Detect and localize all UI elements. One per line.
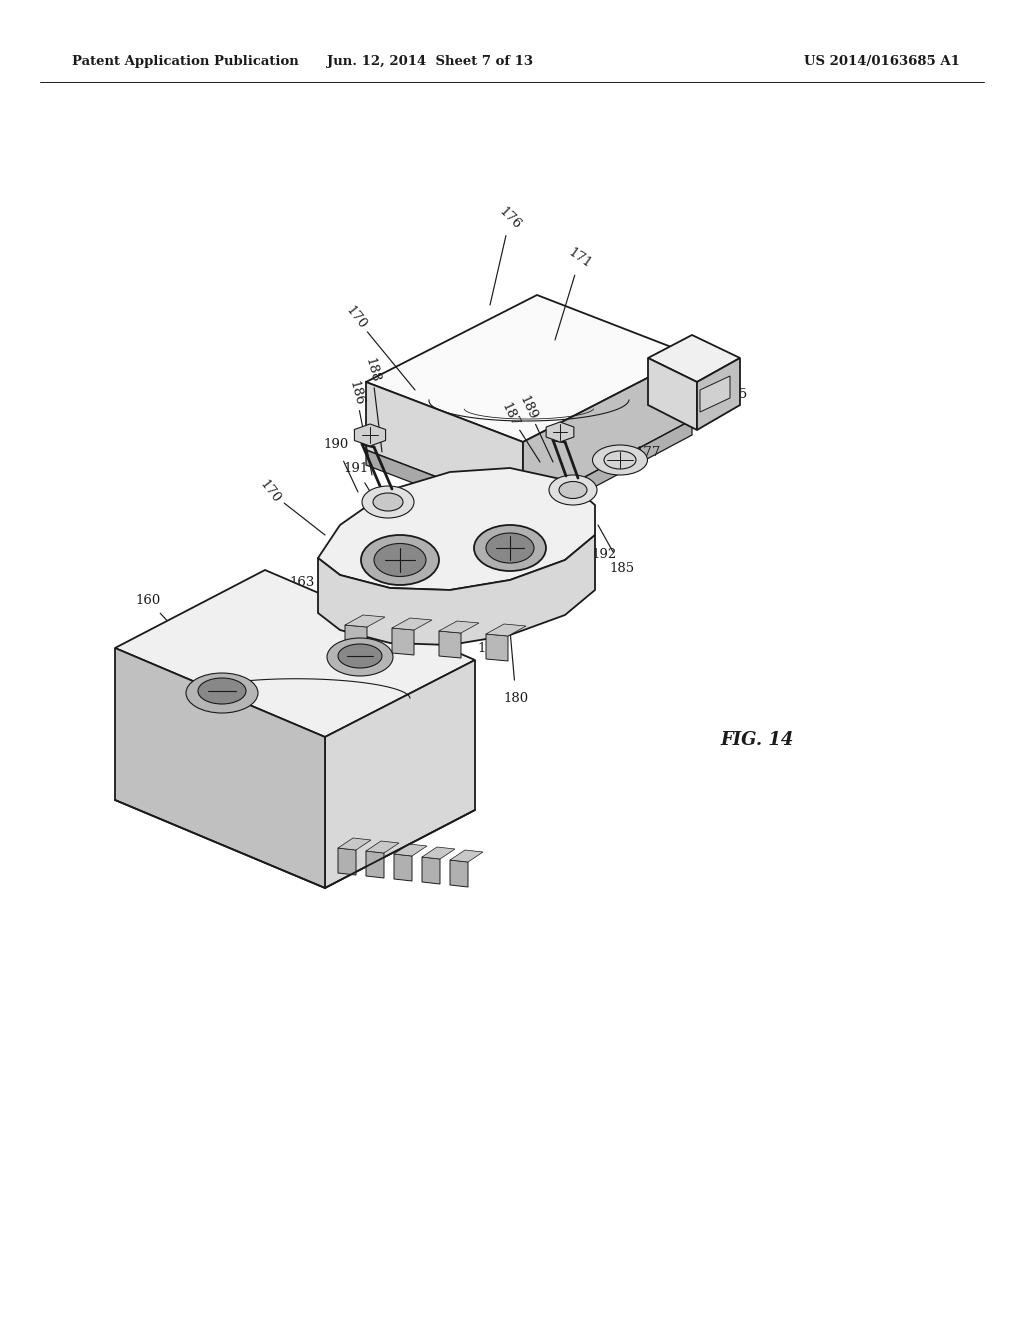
Text: FIG. 14: FIG. 14 [720,731,794,748]
Polygon shape [366,851,384,878]
Text: 186: 186 [525,544,551,557]
Polygon shape [115,648,325,888]
Text: 189: 189 [517,393,540,422]
Polygon shape [450,850,483,862]
Polygon shape [422,847,455,859]
Ellipse shape [559,482,587,499]
Polygon shape [318,535,595,645]
Text: 192: 192 [592,549,616,561]
Polygon shape [366,841,399,853]
Polygon shape [366,294,692,442]
Polygon shape [366,450,523,525]
Ellipse shape [474,525,546,572]
Text: 181: 181 [477,642,503,655]
Text: 185: 185 [609,561,635,574]
Polygon shape [318,469,595,590]
Ellipse shape [593,445,647,475]
Text: 176: 176 [497,205,523,231]
Polygon shape [523,420,692,525]
Polygon shape [422,857,440,884]
Ellipse shape [374,544,426,577]
Ellipse shape [373,492,403,511]
Polygon shape [345,624,367,652]
Polygon shape [325,660,475,888]
Polygon shape [648,358,697,430]
Text: 186: 186 [346,379,366,407]
Text: 191: 191 [343,462,369,474]
Ellipse shape [186,673,258,713]
Ellipse shape [486,533,534,564]
Ellipse shape [338,644,382,668]
Text: 175: 175 [722,388,748,401]
Polygon shape [450,861,468,887]
Polygon shape [345,615,385,627]
Text: 188: 188 [362,356,382,384]
Text: 171: 171 [566,246,594,271]
Polygon shape [115,570,475,737]
Ellipse shape [604,451,636,469]
Text: US 2014/0163685 A1: US 2014/0163685 A1 [804,55,961,69]
Text: 190: 190 [324,438,348,451]
Polygon shape [392,618,432,630]
Text: 183: 183 [427,722,453,734]
Polygon shape [338,847,356,875]
Polygon shape [366,381,523,510]
Text: 170: 170 [257,478,283,506]
Polygon shape [338,838,371,850]
Polygon shape [439,620,479,634]
Polygon shape [546,422,573,442]
Text: 180: 180 [504,692,528,705]
Ellipse shape [198,678,246,704]
Polygon shape [394,843,427,855]
Polygon shape [697,358,740,430]
Text: Patent Application Publication: Patent Application Publication [72,55,299,69]
Polygon shape [486,634,508,661]
Ellipse shape [361,535,439,585]
Ellipse shape [327,638,393,676]
Polygon shape [354,424,386,446]
Text: 170: 170 [343,304,369,331]
Polygon shape [700,376,730,412]
Polygon shape [439,631,461,657]
Text: 187: 187 [499,401,521,429]
Polygon shape [392,628,414,655]
Polygon shape [486,624,526,636]
Text: 177: 177 [635,446,660,458]
Ellipse shape [362,486,414,517]
Polygon shape [394,854,412,880]
Polygon shape [648,335,740,381]
Text: 160: 160 [135,594,161,606]
Text: 182: 182 [370,709,394,722]
Ellipse shape [549,475,597,506]
Text: Jun. 12, 2014  Sheet 7 of 13: Jun. 12, 2014 Sheet 7 of 13 [327,55,534,69]
Text: 163: 163 [290,577,314,590]
Polygon shape [523,355,692,510]
